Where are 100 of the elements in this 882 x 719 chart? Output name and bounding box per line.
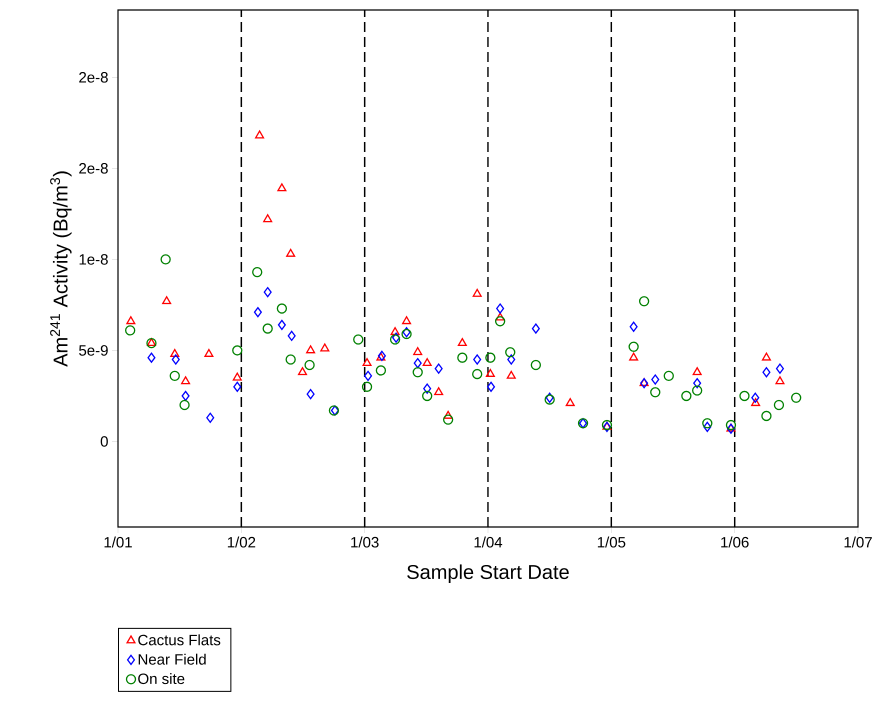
point [304,360,315,370]
point [390,334,400,345]
point [264,287,272,298]
x-tick-label: 1/05 [598,536,626,548]
point [681,390,692,402]
y-tick-label: 2e-8 [79,72,108,83]
point [496,303,504,314]
point [320,343,330,352]
x-tick-label: 1/01 [104,536,132,548]
point [739,390,750,402]
point [472,368,482,380]
point [262,323,273,334]
point [288,330,296,341]
point [505,347,516,358]
y-tick-label: 1e-8 [80,254,108,265]
x-tick-label: 1/06 [721,536,749,548]
point [775,376,784,384]
point [422,358,432,366]
point [703,422,712,432]
x-tick-label: 1/02 [228,536,256,548]
point [774,400,784,410]
point [692,385,702,396]
point [278,320,286,330]
point [751,398,760,406]
point [486,368,495,377]
point [390,327,400,336]
legend-label: Near Field [138,654,206,665]
point [485,352,496,363]
point [306,388,315,400]
point [206,412,214,423]
y-tick-label: 5e-9 [79,345,108,356]
point [726,424,736,432]
point [702,418,712,428]
point [444,410,453,419]
point [364,370,372,382]
point [650,387,660,398]
point [263,214,272,222]
y-axis-title: Am$^{241}$ Activity (Bq/m$^{3}$) [50,171,72,367]
point [277,183,286,192]
point [233,382,242,392]
point [751,392,760,403]
point [362,358,372,366]
point [423,383,432,394]
point [566,398,575,406]
legend-label: Cactus Flats [138,634,220,646]
point [182,390,190,402]
point [170,348,180,357]
point [162,296,172,304]
point [232,345,242,356]
point [286,248,296,257]
point [412,367,423,378]
point [286,354,296,365]
point [255,130,264,138]
point [506,370,516,379]
point [530,360,542,370]
point [640,378,649,386]
point [472,288,482,297]
point [761,410,772,422]
point [179,400,190,410]
y-tick-label: 2e-8 [79,163,108,174]
point [487,382,496,392]
legend-label: On site [138,673,184,684]
point [362,382,372,392]
point [298,367,308,376]
x-tick-label: 1/04 [474,536,502,548]
x-tick-label: 1/03 [351,536,379,548]
point [507,354,516,365]
point [457,352,468,363]
point [147,352,156,363]
point [762,367,770,378]
point [402,316,412,324]
point [693,378,702,388]
point [762,352,771,361]
point [414,358,422,368]
x-tick-label: 1/07 [844,536,872,548]
point [434,387,444,396]
point [126,316,136,324]
point [628,342,639,352]
point [791,392,802,403]
point [496,312,505,321]
point [181,376,190,384]
point [392,332,400,343]
point [170,370,180,382]
point [376,365,386,376]
x-axis-title: Sample Start Date [407,564,569,584]
point [172,354,180,365]
point [638,296,650,306]
point [252,266,262,278]
point [204,348,214,357]
point [630,322,638,332]
point [353,334,364,345]
point [776,363,784,374]
point [494,316,506,326]
point [434,363,443,374]
point [306,345,316,354]
point [664,370,674,382]
point [473,354,482,365]
point [442,414,454,425]
point [532,323,540,334]
point [726,420,736,430]
